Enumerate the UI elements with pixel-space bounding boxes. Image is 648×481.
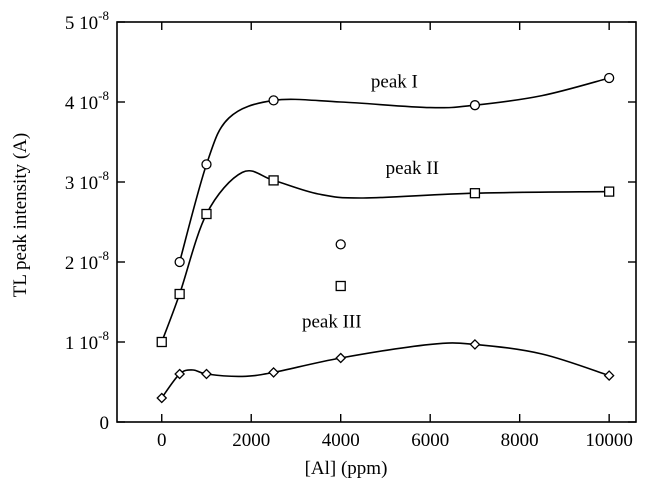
data-point-peak-iii: [268, 366, 280, 378]
data-point-peak-iii: [201, 368, 212, 380]
y-axis-label: TL peak intensity (A): [10, 133, 31, 297]
markers-group: [156, 72, 615, 404]
outlier-point-square: [335, 280, 346, 292]
data-point-peak-i: [201, 159, 212, 170]
series-label-peak-ii: peak II: [386, 158, 439, 179]
data-point-peak-iii: [603, 370, 615, 382]
data-point-peak-ii: [469, 188, 481, 199]
data-point-peak-iii: [335, 352, 347, 364]
y-tick-label: 3 10-8: [65, 168, 109, 194]
data-point-peak-i: [268, 95, 279, 106]
y-tick-label: 0: [100, 413, 110, 434]
x-axis-label: [Al] (ppm): [305, 458, 388, 479]
plot-frame-group: [116, 21, 637, 423]
series-label-peak-i: peak I: [371, 72, 418, 93]
data-point-peak-ii: [604, 186, 615, 197]
data-point-peak-ii: [174, 288, 185, 300]
data-point-peak-iii: [469, 338, 481, 350]
data-point-peak-ii: [268, 175, 279, 186]
data-point-peak-iii: [156, 392, 168, 404]
x-tick-label: 6000: [411, 430, 449, 451]
curves-group: [160, 77, 610, 399]
data-point-peak-i: [469, 100, 481, 111]
series-line-peak-iii: [161, 342, 610, 399]
y-tick-label: 2 10-8: [65, 248, 109, 274]
y-tick-label: 1 10-8: [65, 328, 109, 354]
y-tick-label: 4 10-8: [65, 88, 109, 114]
x-tick-label: 8000: [501, 430, 539, 451]
x-tick-label: 10000: [585, 430, 633, 451]
labels-group: 0 2000 4000 6000 8000 10000 0 1 10-8 2 10-8 3 10-…: [65, 8, 633, 451]
x-tick-label: 4000: [322, 430, 360, 451]
y-tick-label: 5 10-8: [65, 8, 109, 34]
plot-frame: [116, 21, 637, 423]
data-point-peak-ii: [201, 208, 212, 220]
series-label-peak-iii: peak III: [302, 312, 362, 333]
data-point-peak-iii: [174, 368, 186, 380]
series-line-peak-ii: [160, 169, 610, 343]
x-tick-label: 0: [157, 430, 167, 451]
outlier-point-circle: [335, 239, 346, 250]
data-point-peak-ii: [156, 336, 167, 348]
x-tick-label: 2000: [232, 430, 270, 451]
data-point-peak-i: [604, 72, 615, 84]
data-point-peak-i: [174, 256, 185, 268]
ticks-group: [117, 21, 636, 423]
series-line-peak-i: [178, 77, 610, 263]
